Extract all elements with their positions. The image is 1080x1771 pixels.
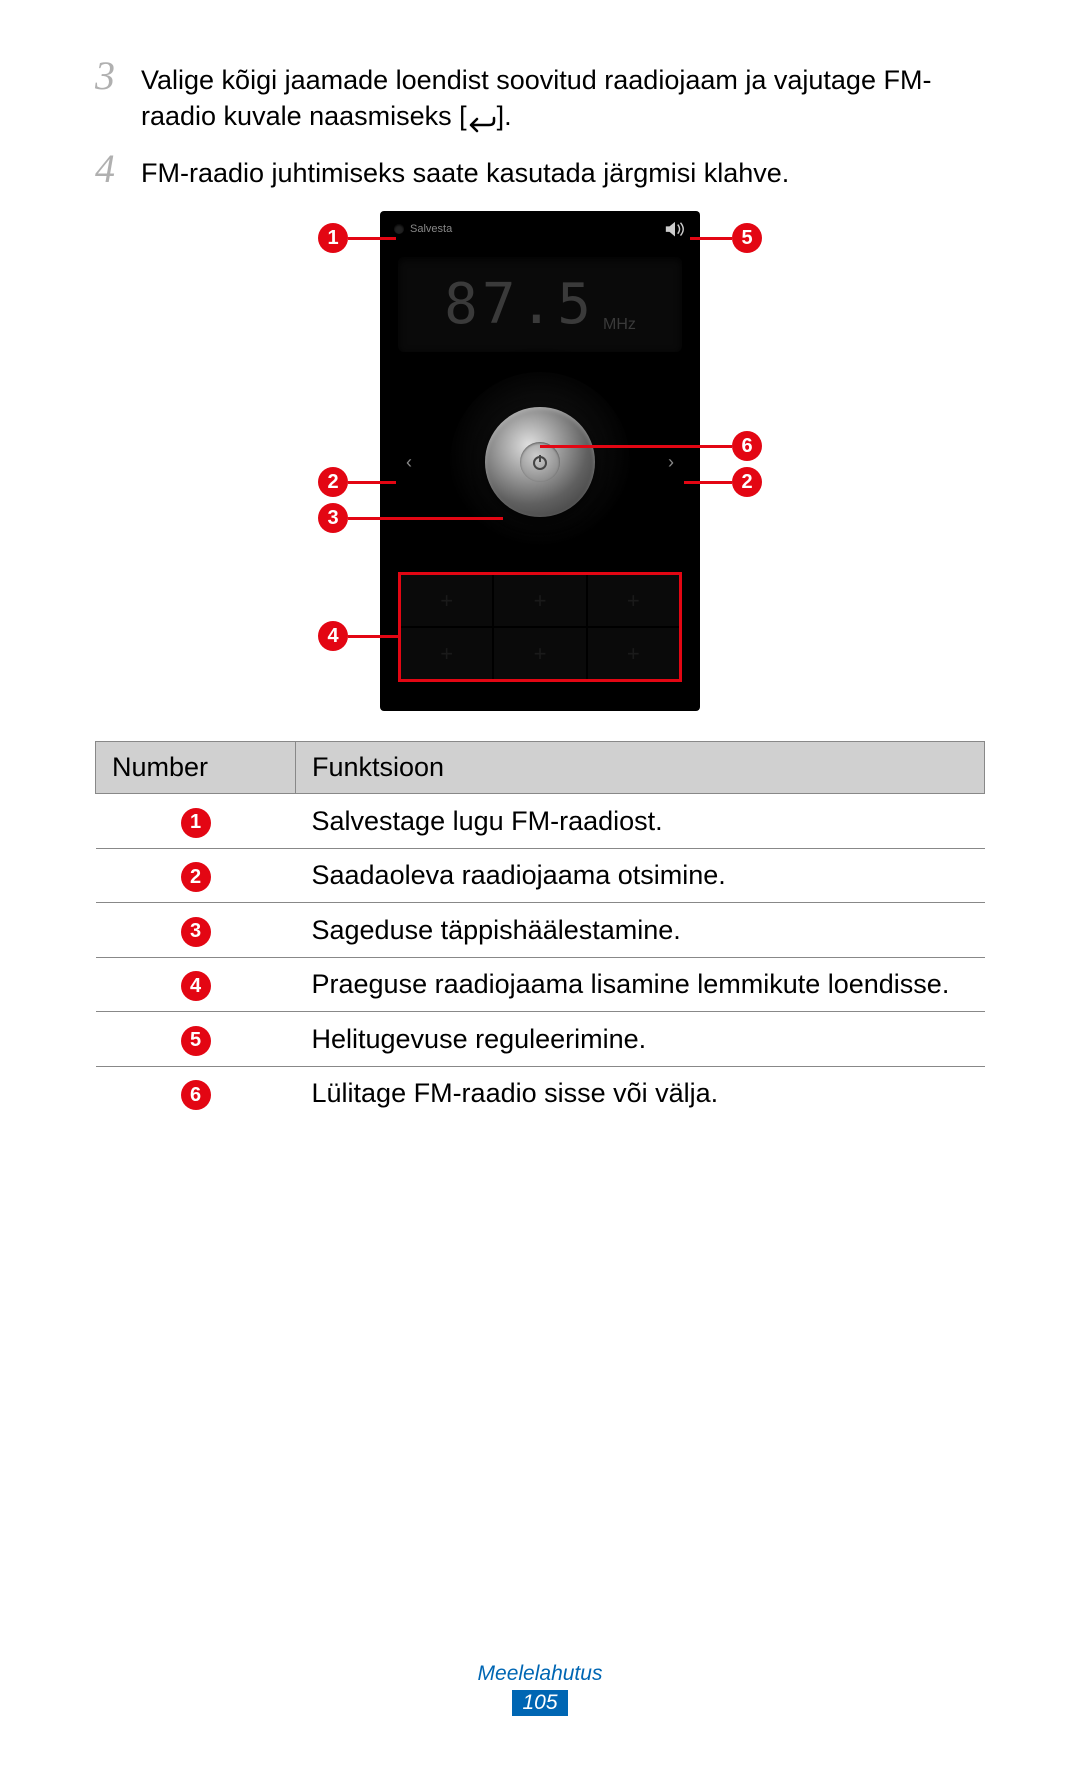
callout-line-1 — [348, 237, 396, 240]
callout-line-4 — [348, 635, 398, 638]
favorite-slot: + — [588, 575, 679, 626]
row-num-icon: 6 — [181, 1080, 211, 1110]
record-indicator: Salvesta — [394, 223, 452, 235]
radio-diagram: 1 5 6 2 2 3 4 Salvesta 87.5 MHz ‹ — [300, 211, 780, 711]
row-function: Lülitage FM-raadio sisse või välja. — [296, 1066, 985, 1120]
table-header-function: Funktsioon — [296, 742, 985, 794]
tuning-dial — [450, 372, 630, 552]
favorite-slot: + — [494, 628, 585, 679]
step-text: Valige kõigi jaamade loendist soovitud r… — [141, 60, 985, 135]
table-row: 2 Saadaoleva raadiojaama otsimine. — [96, 848, 985, 903]
row-function: Helitugevuse reguleerimine. — [296, 1012, 985, 1067]
favorite-slot: + — [588, 628, 679, 679]
step-3: 3 Valige kõigi jaamade loendist soovitud… — [95, 60, 985, 135]
callout-3: 3 — [318, 503, 348, 533]
step-number: 3 — [95, 56, 141, 96]
speaker-icon — [664, 220, 686, 238]
row-num-icon: 1 — [181, 808, 211, 838]
callout-2-left: 2 — [318, 467, 348, 497]
favorites-grid: + + + + + + — [398, 572, 682, 682]
callout-line-6 — [540, 445, 732, 448]
callout-5: 5 — [732, 223, 762, 253]
callout-line-2r — [684, 481, 732, 484]
radio-top-bar: Salvesta — [380, 211, 700, 247]
favorite-slot: + — [401, 628, 492, 679]
table-row: 3 Sageduse täppishäälestamine. — [96, 903, 985, 958]
table-row: 4 Praeguse raadiojaama lisamine lemmikut… — [96, 957, 985, 1012]
prev-station-icon: ‹ — [396, 449, 422, 475]
footer-page-number: 105 — [512, 1690, 567, 1716]
step-text-post: ]. — [497, 101, 512, 131]
table-row: 5 Helitugevuse reguleerimine. — [96, 1012, 985, 1067]
table-header-number: Number — [96, 742, 296, 794]
favorite-slot: + — [494, 575, 585, 626]
frequency-unit: MHz — [603, 316, 636, 334]
power-button-icon — [520, 442, 560, 482]
page-footer: Meelelahutus 105 — [0, 1662, 1080, 1716]
callout-2-right: 2 — [732, 467, 762, 497]
function-table: Number Funktsioon 1 Salvestage lugu FM-r… — [95, 741, 985, 1120]
row-num-icon: 3 — [181, 917, 211, 947]
radio-phone-mock: Salvesta 87.5 MHz ‹ › + + + — [380, 211, 700, 711]
row-function: Praeguse raadiojaama lisamine lemmikute … — [296, 957, 985, 1012]
step-text-pre: Valige kõigi jaamade loendist soovitud r… — [141, 65, 931, 131]
step-number: 4 — [95, 149, 141, 189]
dial-knob — [485, 407, 595, 517]
row-num-icon: 5 — [181, 1026, 211, 1056]
callout-4: 4 — [318, 621, 348, 651]
step-text: FM-raadio juhtimiseks saate kasutada jär… — [141, 153, 789, 191]
callout-1: 1 — [318, 223, 348, 253]
callout-line-2l — [348, 481, 396, 484]
record-label: Salvesta — [410, 223, 452, 235]
frequency-value: 87.5 — [444, 272, 595, 337]
callout-6: 6 — [732, 431, 762, 461]
step-text-pre: FM-raadio juhtimiseks saate kasutada jär… — [141, 158, 789, 188]
dial-area: ‹ › — [380, 362, 700, 562]
favorite-slot: + — [401, 575, 492, 626]
return-icon — [467, 108, 497, 128]
callout-line-5 — [690, 237, 732, 240]
record-dot-icon — [394, 224, 404, 234]
row-num-icon: 2 — [181, 862, 211, 892]
table-row: 1 Salvestage lugu FM-raadiost. — [96, 794, 985, 849]
row-num-icon: 4 — [181, 971, 211, 1001]
step-4: 4 FM-raadio juhtimiseks saate kasutada j… — [95, 153, 985, 191]
row-function: Salvestage lugu FM-raadiost. — [296, 794, 985, 849]
table-row: 6 Lülitage FM-raadio sisse või välja. — [96, 1066, 985, 1120]
callout-line-3 — [348, 517, 503, 520]
frequency-display: 87.5 MHz — [398, 257, 682, 352]
footer-section: Meelelahutus — [0, 1662, 1080, 1686]
next-station-icon: › — [658, 449, 684, 475]
row-function: Saadaoleva raadiojaama otsimine. — [296, 848, 985, 903]
row-function: Sageduse täppishäälestamine. — [296, 903, 985, 958]
